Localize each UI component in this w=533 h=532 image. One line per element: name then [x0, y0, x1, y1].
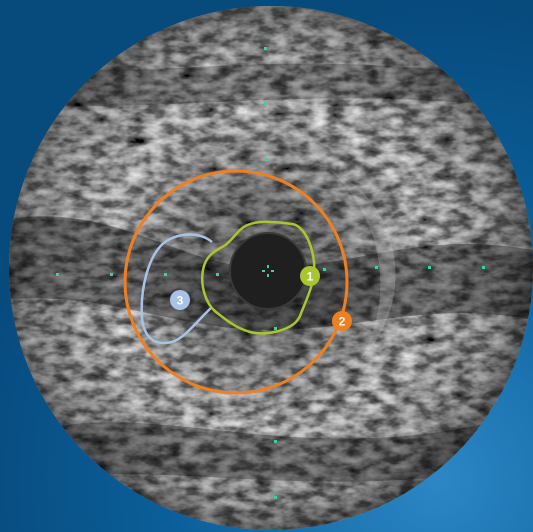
marker-2: 2	[332, 311, 352, 331]
catheter-center-icon	[262, 265, 274, 277]
marker-3-label: 3	[177, 294, 184, 308]
marker-1-label: 1	[307, 270, 314, 284]
marker-1: 1	[300, 266, 320, 286]
lumen-contour	[201, 220, 316, 335]
vessel-contour	[123, 169, 349, 395]
marker-3: 3	[170, 290, 190, 310]
marker-2-label: 2	[339, 315, 346, 329]
catheter	[230, 233, 306, 309]
plaque-contour	[140, 233, 213, 345]
